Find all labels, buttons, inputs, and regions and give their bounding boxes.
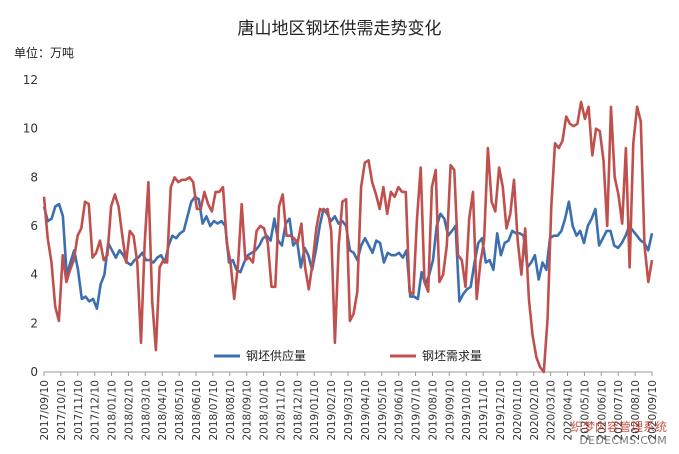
x-tick-label: 2018/06/10: [191, 380, 203, 441]
x-tick-label: 2019/12/10: [495, 380, 507, 441]
x-tick-label: 2018/03/10: [140, 380, 152, 441]
x-tick-label: 2018/02/10: [123, 380, 135, 441]
series-line-2: [42, 100, 654, 374]
chart-title: 唐山地区钢坯供需走势变化: [237, 19, 442, 39]
x-tick-label: 2018/01/10: [107, 380, 119, 441]
x-tick-label: 2020/07/10: [613, 380, 625, 441]
x-tick-label: 2017/12/10: [90, 380, 102, 441]
y-tick-label: 0: [30, 365, 38, 379]
x-tick-label: 2018/09/10: [242, 380, 254, 441]
y-axis-unit-label: 单位：万吨: [14, 46, 75, 60]
x-tick-label: 2017/10/10: [56, 380, 68, 441]
x-tick-label: 2020/04/10: [563, 380, 575, 441]
x-tick-label: 2018/08/10: [225, 380, 237, 441]
chart-legend: 钢坯供应量 钢坯需求量: [214, 348, 482, 363]
legend-label-2: 钢坯需求量: [422, 349, 482, 363]
x-tick-label: 2019/09/10: [444, 380, 456, 441]
x-tick-label: 2019/07/10: [411, 380, 423, 441]
x-tick-label: 2019/05/10: [377, 380, 389, 441]
watermark-text: 织梦内容管理系统: [570, 420, 667, 434]
x-tick-label: 2019/03/10: [343, 380, 355, 441]
x-axis-ticks: 2017/09/10 2017/10/10 2017/11/10 2017/12/10…: [39, 372, 659, 441]
x-tick-label: 2018/04/10: [157, 380, 169, 441]
y-tick-label: 8: [30, 170, 38, 184]
y-tick-label: 2: [30, 316, 38, 330]
x-tick-label: 2019/02/10: [326, 380, 338, 441]
x-tick-label: 2018/10/10: [259, 380, 271, 441]
x-tick-label: 2020/08/10: [630, 380, 642, 441]
x-tick-label: 2019/04/10: [360, 380, 372, 441]
x-tick-label: 2020/01/10: [512, 380, 524, 441]
x-tick-label: 2019/08/10: [427, 380, 439, 441]
x-tick-label: 2018/12/10: [292, 380, 304, 441]
x-tick-label: 2018/05/10: [174, 380, 186, 441]
x-tick-label: 2017/09/10: [39, 380, 51, 441]
x-tick-label: 2018/07/10: [208, 380, 220, 441]
x-tick-label: 2020/06/10: [596, 380, 608, 441]
x-tick-label: 2019/01/10: [309, 380, 321, 441]
x-tick-label: 2019/06/10: [394, 380, 406, 441]
y-tick-label: 6: [30, 219, 38, 233]
y-tick-label: 10: [23, 122, 38, 136]
y-tick-label: 4: [30, 268, 38, 282]
x-tick-label: 2019/11/10: [478, 380, 490, 441]
x-tick-label: 2020/05/10: [579, 380, 591, 441]
legend-label-1: 钢坯供应量: [246, 348, 306, 363]
series-lines: [42, 100, 654, 374]
x-tick-label: 2020/03/10: [546, 380, 558, 441]
watermark-domain: DEDECMS.COM: [579, 434, 667, 447]
y-tick-label: 12: [23, 73, 38, 87]
x-tick-label: 2018/11/10: [275, 380, 287, 441]
x-tick-label: 2017/11/10: [73, 380, 85, 441]
x-tick-label: 2020/09/10: [647, 380, 659, 441]
y-axis-ticks: 0 2 4 6 8 10 12: [23, 73, 38, 379]
x-tick-label: 2019/10/10: [461, 380, 473, 441]
x-tick-label: 2020/02/10: [529, 380, 541, 441]
